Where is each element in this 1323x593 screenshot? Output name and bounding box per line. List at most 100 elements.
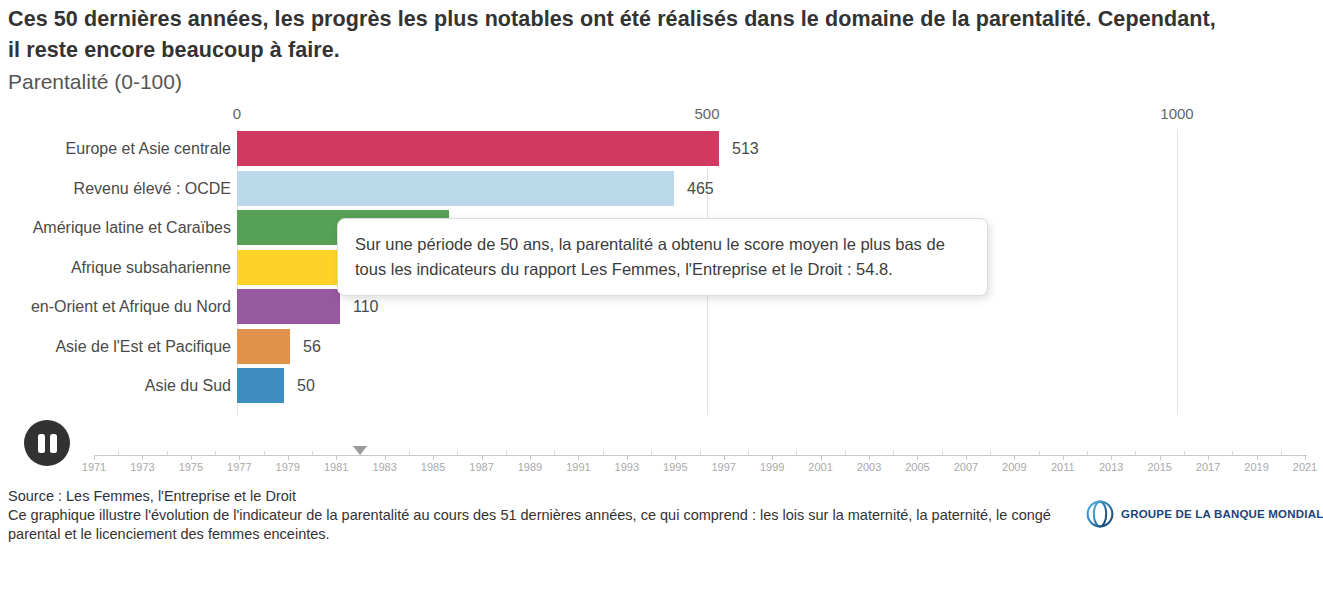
bar[interactable] (237, 171, 674, 206)
timeline-year-label[interactable]: 1997 (711, 461, 735, 473)
timeline-year-label[interactable]: 1989 (518, 461, 542, 473)
category-label: en-Orient et Afrique du Nord (0, 289, 231, 324)
timeline-year-label[interactable]: 2005 (905, 461, 929, 473)
timeline-year-label[interactable]: 1975 (179, 461, 203, 473)
x-axis-tick-label: 500 (694, 105, 719, 122)
timeline-year-label[interactable]: 1973 (130, 461, 154, 473)
chart-page: Ces 50 dernières années, les progrès les… (0, 0, 1323, 593)
timeline-tick-major (482, 455, 483, 460)
timeline-year-label[interactable]: 2009 (1002, 461, 1026, 473)
bar-row: Europe et Asie centrale513 (0, 131, 1323, 166)
timeline-year-label[interactable]: 2011 (1051, 461, 1075, 473)
tooltip-text: Sur une période de 50 ans, la parentalit… (355, 235, 945, 278)
timeline-year-label[interactable]: 1979 (276, 461, 300, 473)
category-label: Revenu élevé : OCDE (0, 171, 231, 206)
timeline-tick-major (869, 455, 870, 460)
timeline-tick-minor (312, 451, 313, 455)
timeline-year-label[interactable]: 2013 (1099, 461, 1123, 473)
bar[interactable] (237, 289, 340, 324)
timeline-tick-minor (457, 451, 458, 455)
timeline-tick-major (821, 455, 822, 460)
timeline-tick-minor (942, 451, 943, 455)
bar-row: Asie de l'Est et Pacifique 56 (0, 329, 1323, 364)
playhead-marker[interactable] (353, 446, 367, 455)
timeline-year-label[interactable]: 2021 (1293, 461, 1317, 473)
x-axis-tick-label: 0 (233, 105, 241, 122)
timeline-tick-minor (1184, 451, 1185, 455)
timeline-tick-minor (845, 451, 846, 455)
timeline-year-label[interactable]: 2003 (857, 461, 881, 473)
timeline-axis (94, 455, 1307, 456)
timeline-year-label[interactable]: 2007 (954, 461, 978, 473)
timeline-tick-minor (1135, 451, 1136, 455)
timeline-tick-major (1014, 455, 1015, 460)
timeline-tick-major (1111, 455, 1112, 460)
value-label: 50 (297, 368, 315, 403)
value-label: 465 (687, 171, 714, 206)
category-label: Asie de l'Est et Pacifique (0, 329, 231, 364)
timeline-tick-major (336, 455, 337, 460)
timeline-tick-minor (1232, 451, 1233, 455)
timeline-tick-major (142, 455, 143, 460)
timeline-tick-major (385, 455, 386, 460)
timeline-year-label[interactable]: 1999 (760, 461, 784, 473)
timeline-tick-major (675, 455, 676, 460)
timeline-tick-minor (118, 451, 119, 455)
x-axis-tick-label: 1000 (1160, 105, 1193, 122)
timeline-tick-major (191, 455, 192, 460)
timeline-tick-major (1063, 455, 1064, 460)
chart-description: Ce graphique illustre l'évolution de l'i… (8, 506, 1086, 544)
pause-icon (38, 434, 57, 453)
timeline-tick-major (433, 455, 434, 460)
timeline-tick-major (288, 455, 289, 460)
tooltip: Sur une période de 50 ans, la parentalit… (337, 218, 988, 296)
timeline-year-label[interactable]: 1993 (615, 461, 639, 473)
timeline-year-label[interactable]: 2001 (808, 461, 832, 473)
world-bank-logo-text: GROUPE DE LA BANQUE MONDIALE (1121, 508, 1323, 520)
world-bank-logo: GROUPE DE LA BANQUE MONDIALE (1085, 499, 1323, 529)
category-label: Asie du Sud (0, 368, 231, 403)
chart-subtitle: Parentalité (0-100) (8, 70, 182, 94)
timeline-year-label[interactable]: 2019 (1244, 461, 1268, 473)
timeline-tick-major (917, 455, 918, 460)
timeline-tick-minor (603, 451, 604, 455)
timeline-tick-major (966, 455, 967, 460)
timeline-year-label[interactable]: 1981 (324, 461, 348, 473)
bar[interactable] (237, 329, 290, 364)
timeline-tick-minor (264, 451, 265, 455)
timeline-year-label[interactable]: 1985 (421, 461, 445, 473)
timeline-tick-major (239, 455, 240, 460)
timeline-tick-minor (796, 451, 797, 455)
timeline-tick-major (94, 455, 95, 460)
bar[interactable] (237, 368, 284, 403)
timeline-tick-major (772, 455, 773, 460)
bar-row: Asie du Sud 50 (0, 368, 1323, 403)
timeline-year-label[interactable]: 2015 (1147, 461, 1171, 473)
timeline-year-label[interactable]: 1987 (469, 461, 493, 473)
timeline-tick-major (627, 455, 628, 460)
timeline-year-label[interactable]: 1977 (227, 461, 251, 473)
timeline-tick-minor (506, 451, 507, 455)
page-title-line1: Ces 50 dernières années, les progrès les… (8, 4, 1320, 35)
timeline-tick-minor (651, 451, 652, 455)
timeline-year-label[interactable]: 2017 (1196, 461, 1220, 473)
timeline-year-label[interactable]: 1991 (566, 461, 590, 473)
category-label: Afrique subsaharienne (0, 250, 231, 285)
value-label: 513 (732, 131, 759, 166)
timeline-tick-major (1160, 455, 1161, 460)
timeline-tick-major (578, 455, 579, 460)
timeline-year-label[interactable]: 1971 (82, 461, 106, 473)
pause-button[interactable] (24, 420, 70, 466)
timeline-tick-minor (215, 451, 216, 455)
timeline-tick-major (1305, 455, 1306, 460)
timeline-tick-minor (1087, 451, 1088, 455)
timeline-year-label[interactable]: 1983 (372, 461, 396, 473)
timeline-tick-minor (700, 451, 701, 455)
category-label: Amérique latine et Caraïbes (0, 210, 231, 245)
timeline-tick-minor (893, 451, 894, 455)
timeline-tick-major (1208, 455, 1209, 460)
timeline-year-label[interactable]: 1995 (663, 461, 687, 473)
page-title: Ces 50 dernières années, les progrès les… (8, 4, 1320, 66)
bar[interactable] (237, 131, 719, 166)
value-label: 56 (303, 329, 321, 364)
